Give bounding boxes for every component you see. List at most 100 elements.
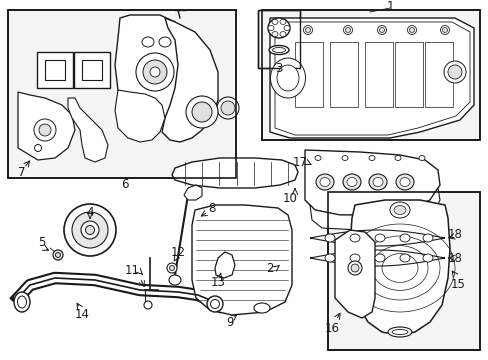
- Ellipse shape: [303, 26, 312, 35]
- Ellipse shape: [422, 234, 432, 242]
- Bar: [364, 42, 392, 107]
- Polygon shape: [115, 15, 187, 128]
- Text: 18: 18: [447, 252, 462, 265]
- Ellipse shape: [374, 234, 384, 242]
- Ellipse shape: [206, 296, 223, 312]
- Polygon shape: [18, 92, 75, 160]
- Ellipse shape: [325, 254, 334, 262]
- Ellipse shape: [39, 124, 51, 136]
- Ellipse shape: [408, 27, 414, 32]
- Polygon shape: [309, 188, 439, 230]
- Text: 11: 11: [124, 264, 139, 276]
- Polygon shape: [334, 230, 374, 318]
- Ellipse shape: [136, 53, 174, 91]
- Ellipse shape: [14, 292, 30, 312]
- Text: 3: 3: [275, 62, 282, 75]
- Text: 14: 14: [74, 309, 89, 321]
- Polygon shape: [162, 18, 218, 142]
- Ellipse shape: [81, 221, 99, 239]
- Text: 10: 10: [282, 192, 297, 204]
- Ellipse shape: [325, 234, 334, 242]
- Ellipse shape: [185, 96, 218, 128]
- Bar: [8, 10, 236, 178]
- Ellipse shape: [167, 263, 177, 273]
- Ellipse shape: [368, 174, 386, 190]
- Ellipse shape: [399, 177, 409, 186]
- Text: 9: 9: [226, 315, 233, 328]
- Ellipse shape: [447, 65, 461, 79]
- Ellipse shape: [53, 250, 63, 260]
- Polygon shape: [309, 230, 444, 246]
- Ellipse shape: [272, 48, 285, 53]
- Polygon shape: [215, 252, 235, 278]
- Bar: [394, 42, 422, 107]
- Bar: [262, 10, 479, 140]
- Text: 13: 13: [210, 275, 225, 288]
- Text: 17: 17: [292, 156, 307, 168]
- Bar: [329, 42, 357, 107]
- Ellipse shape: [253, 303, 269, 313]
- Bar: [45, 60, 65, 80]
- Text: 1: 1: [386, 0, 393, 13]
- Ellipse shape: [55, 252, 61, 257]
- Ellipse shape: [159, 37, 171, 47]
- Ellipse shape: [268, 45, 288, 54]
- Ellipse shape: [192, 102, 212, 122]
- Ellipse shape: [422, 254, 432, 262]
- Ellipse shape: [374, 254, 384, 262]
- Ellipse shape: [350, 264, 358, 272]
- Bar: [258, 10, 299, 68]
- Polygon shape: [68, 98, 108, 162]
- Polygon shape: [172, 158, 297, 188]
- Ellipse shape: [314, 156, 320, 161]
- Ellipse shape: [377, 26, 386, 35]
- Ellipse shape: [343, 26, 352, 35]
- Ellipse shape: [389, 202, 409, 218]
- Text: 4: 4: [86, 206, 94, 219]
- Ellipse shape: [267, 26, 273, 31]
- Ellipse shape: [391, 329, 407, 334]
- Ellipse shape: [347, 261, 361, 275]
- Bar: [37, 52, 73, 88]
- Bar: [327, 192, 479, 350]
- Text: 8: 8: [208, 202, 215, 215]
- Ellipse shape: [346, 177, 356, 186]
- Ellipse shape: [276, 65, 298, 91]
- Ellipse shape: [399, 254, 409, 262]
- Bar: [258, 10, 299, 68]
- Polygon shape: [192, 205, 291, 315]
- Text: 18: 18: [447, 229, 462, 242]
- Ellipse shape: [349, 234, 359, 242]
- Text: 2: 2: [265, 261, 273, 274]
- Text: 5: 5: [38, 235, 45, 248]
- Ellipse shape: [142, 37, 154, 47]
- Text: 16: 16: [324, 321, 339, 334]
- Ellipse shape: [169, 275, 181, 285]
- Ellipse shape: [143, 301, 152, 309]
- Ellipse shape: [395, 174, 413, 190]
- Ellipse shape: [349, 254, 359, 262]
- Ellipse shape: [399, 234, 409, 242]
- Polygon shape: [183, 185, 202, 200]
- Ellipse shape: [342, 174, 360, 190]
- Ellipse shape: [64, 204, 116, 256]
- Ellipse shape: [221, 101, 235, 115]
- Ellipse shape: [280, 19, 285, 24]
- Ellipse shape: [345, 27, 350, 32]
- Ellipse shape: [393, 206, 405, 215]
- Bar: [424, 42, 452, 107]
- Ellipse shape: [150, 67, 160, 77]
- Text: 12: 12: [170, 246, 185, 258]
- Text: 15: 15: [449, 279, 465, 292]
- Ellipse shape: [305, 27, 310, 32]
- Ellipse shape: [18, 296, 26, 308]
- Polygon shape: [305, 150, 439, 215]
- Polygon shape: [115, 90, 164, 142]
- Bar: [262, 10, 479, 140]
- Ellipse shape: [85, 225, 94, 234]
- Bar: [294, 42, 323, 107]
- Text: 6: 6: [121, 179, 128, 192]
- Ellipse shape: [443, 61, 465, 83]
- Ellipse shape: [368, 156, 374, 161]
- Text: 7: 7: [18, 166, 26, 179]
